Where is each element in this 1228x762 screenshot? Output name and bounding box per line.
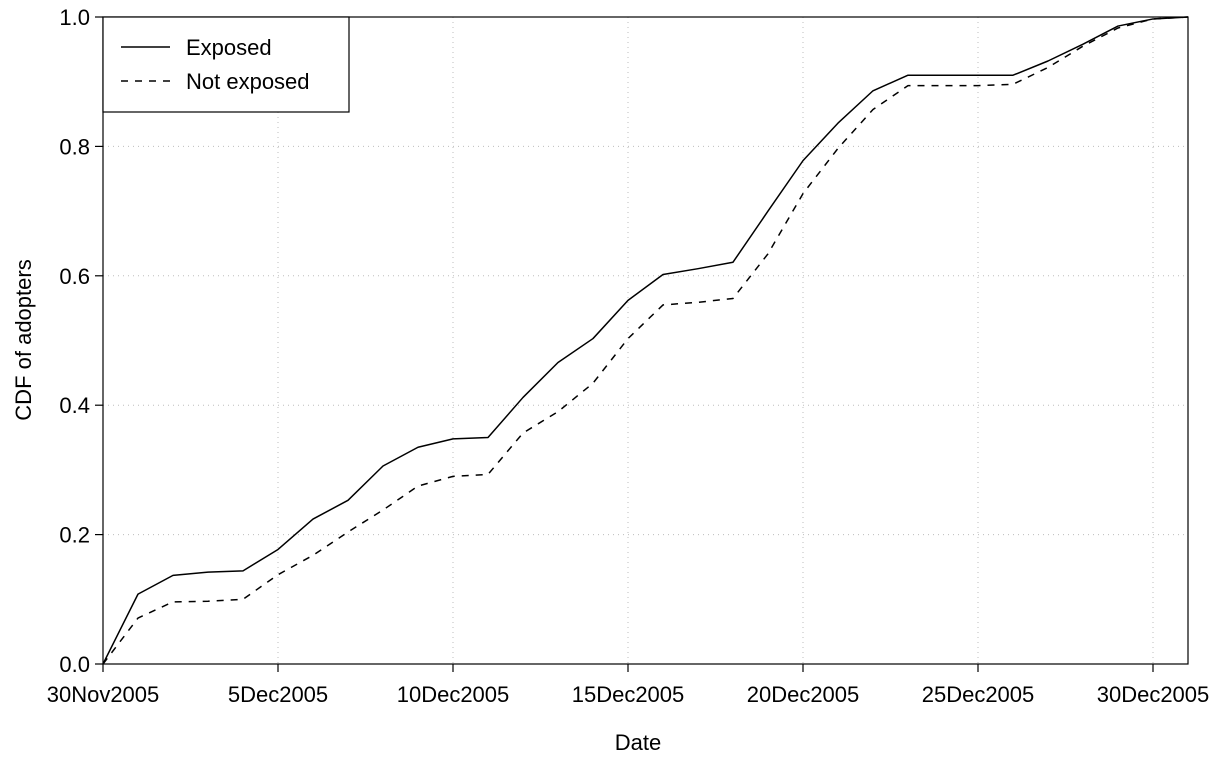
x-axis-title: Date	[615, 730, 661, 755]
legend-box	[102, 16, 350, 113]
legend: Exposed Not exposed	[102, 16, 350, 113]
series-line-exposed	[102, 16, 1189, 665]
x-tick-label: 15Dec2005	[572, 682, 685, 707]
x-tick-label: 20Dec2005	[747, 682, 860, 707]
series-line-not-exposed	[102, 16, 1189, 665]
y-tick-label: 0.2	[59, 523, 90, 548]
x-tick-label: 25Dec2005	[922, 682, 1035, 707]
x-tick-label: 30Dec2005	[1097, 682, 1210, 707]
y-tick-label: 0.0	[59, 652, 90, 677]
y-tick-label: 0.8	[59, 134, 90, 159]
x-tick-label: 5Dec2005	[228, 682, 328, 707]
plot-frame	[102, 16, 1189, 665]
y-tick-label: 1.0	[59, 5, 90, 30]
y-axis: 0.0 0.2 0.4 0.6 0.8 1.0	[59, 5, 103, 677]
legend-label-not-exposed: Not exposed	[186, 69, 310, 94]
legend-label-exposed: Exposed	[186, 35, 272, 60]
y-axis-title: CDF of adopters	[11, 259, 36, 420]
y-tick-label: 0.4	[59, 393, 90, 418]
x-tick-label: 10Dec2005	[397, 682, 510, 707]
series-lines	[102, 16, 1189, 665]
x-tick-label: 30Nov2005	[47, 682, 160, 707]
y-tick-label: 0.6	[59, 264, 90, 289]
x-axis: 30Nov2005 5Dec2005 10Dec2005 15Dec2005 20Dec…	[47, 664, 1210, 707]
grid-lines	[102, 16, 1188, 665]
